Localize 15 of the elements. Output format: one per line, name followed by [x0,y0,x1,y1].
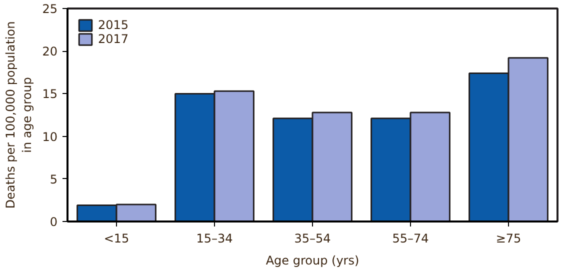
y-tick-label: 20 [42,44,58,59]
y-tick-label: 10 [42,130,58,144]
legend-label: 2017 [98,32,129,46]
y-tick-label: 0 [50,215,58,229]
x-tick-label: 35–54 [294,232,331,246]
x-tick-label: <15 [104,232,130,246]
y-axis-title: Deaths per 100,000 population in age group [3,21,34,209]
legend-label: 2015 [98,18,129,32]
y-tick-label: 5 [50,172,58,186]
x-tick-label: ≥75 [496,232,522,246]
x-tick-label: 15–34 [196,232,233,246]
y-tick-label: 25 [42,2,58,16]
y-tick-label: 15 [42,87,58,102]
x-tick-label: 55–74 [392,232,429,246]
x-axis-title: Age group (yrs) [266,254,360,268]
